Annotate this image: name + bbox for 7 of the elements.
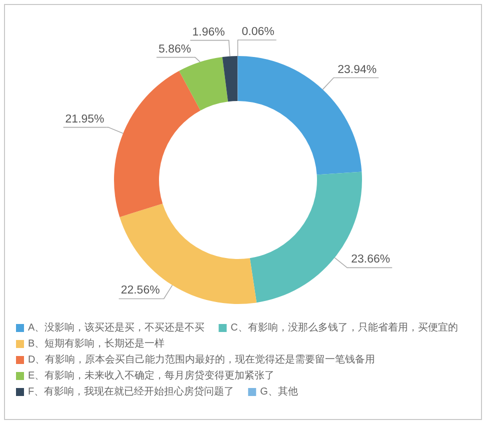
legend-label: E、有影响，未来收入不确定，每月房贷变得更加紧张了 (28, 370, 275, 382)
legend-label: B、短期有影响，长期还是一样 (28, 338, 165, 350)
legend-label: F、有影响，我现在就已经开始担心房贷问题了 (28, 386, 234, 398)
legend-label: C、有影响，没那么多钱了，只能省着用，买便宜的 (230, 322, 458, 334)
legend-label: D、有影响，原本会买自己能力范围内最好的，现在觉得还是需要留一笔钱备用 (28, 354, 376, 366)
legend-label: G、其他 (260, 386, 298, 398)
legend-label: A、没影响，该买还是买，不买还是不买 (28, 322, 205, 334)
